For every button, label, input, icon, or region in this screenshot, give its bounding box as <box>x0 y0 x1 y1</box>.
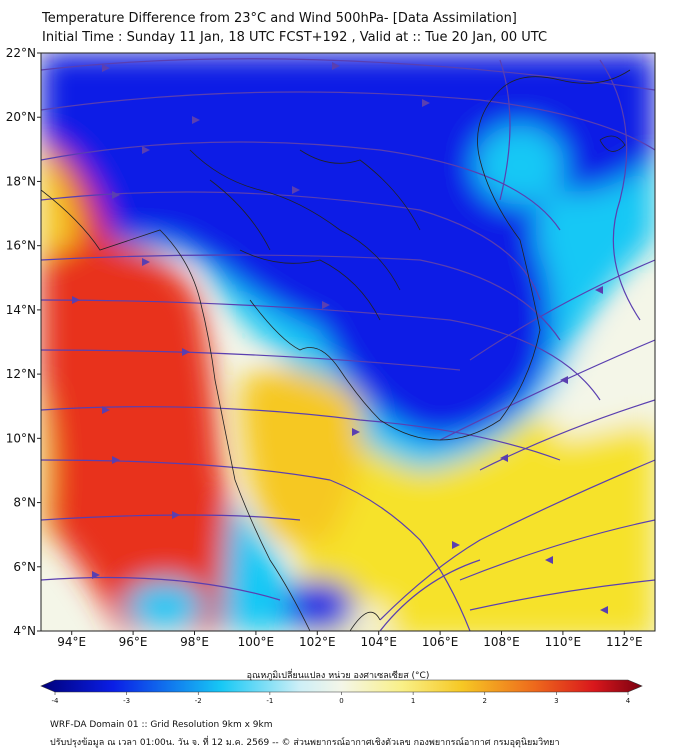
wind-arrows <box>72 62 608 614</box>
coastlines <box>41 69 631 631</box>
colorbar-tick-label: 3 <box>554 697 558 705</box>
temperature-field <box>41 53 655 631</box>
colorbar-tick-label: -4 <box>52 697 60 705</box>
colorbar-tick-label: 4 <box>626 697 631 705</box>
lon-tick-label: 106°E <box>422 635 459 649</box>
colorbar-tick-label: 0 <box>339 697 343 705</box>
map-frame <box>40 52 656 632</box>
lat-tick-label: 8°N <box>13 496 36 510</box>
colorbar-tick-label: -3 <box>123 697 130 705</box>
lat-tick-label: 22°N <box>6 46 36 60</box>
lon-tick-label: 98°E <box>180 635 209 649</box>
chart-subtitle: Initial Time : Sunday 11 Jan, 18 UTC FCS… <box>42 30 548 45</box>
colorbar: -4 -3 -2 -1 0 1 2 3 4 <box>40 679 643 705</box>
colorbar-tick-label: -1 <box>266 697 273 705</box>
colorbar-tick-label: 1 <box>411 697 415 705</box>
lon-tick-label: 94°E <box>57 635 86 649</box>
colorbar-label: อุณหภูมิเปลี่ยนแปลง หน่วย องศาเซลเซียส (… <box>246 671 430 681</box>
lon-tick-label: 104°E <box>360 635 397 649</box>
lon-tick-label: 96°E <box>119 635 148 649</box>
lon-tick-label: 100°E <box>238 635 275 649</box>
lon-tick-label: 102°E <box>299 635 336 649</box>
chart-title: Temperature Difference from 23°C and Win… <box>42 11 517 26</box>
footer-model-info: WRF-DA Domain 01 :: Grid Resolution 9km … <box>50 720 273 730</box>
colorbar-ticks: -4 -3 -2 -1 0 1 2 3 4 <box>52 692 631 705</box>
lat-tick-label: 14°N <box>6 303 36 317</box>
footer-credit: ปรับปรุงข้อมูล ณ เวลา 01:00น. วัน จ. ที่… <box>50 738 560 748</box>
lat-tick-label: 4°N <box>13 624 36 638</box>
lon-tick-label: 108°E <box>483 635 520 649</box>
colorbar-tick-label: -2 <box>195 697 202 705</box>
lon-tick-label: 110°E <box>545 635 582 649</box>
lat-tick-label: 6°N <box>13 560 36 574</box>
lat-tick-label: 16°N <box>6 239 36 253</box>
colorbar-tick-label: 2 <box>483 697 487 705</box>
lon-tick-label: 112°E <box>606 635 643 649</box>
lat-tick-label: 10°N <box>6 431 36 445</box>
lat-tick-label: 18°N <box>6 174 36 188</box>
lat-tick-label: 20°N <box>6 110 36 124</box>
lat-tick-label: 12°N <box>6 367 36 381</box>
wind-streamlines <box>41 58 655 631</box>
latitude-axis: 22°N 20°N 18°N 16°N 14°N 12°N 10°N 8°N 6°N 4°N <box>6 46 41 638</box>
longitude-axis: 94°E 96°E 98°E 100°E 102°E 104°E 106°E 108°E 110… <box>57 631 643 649</box>
